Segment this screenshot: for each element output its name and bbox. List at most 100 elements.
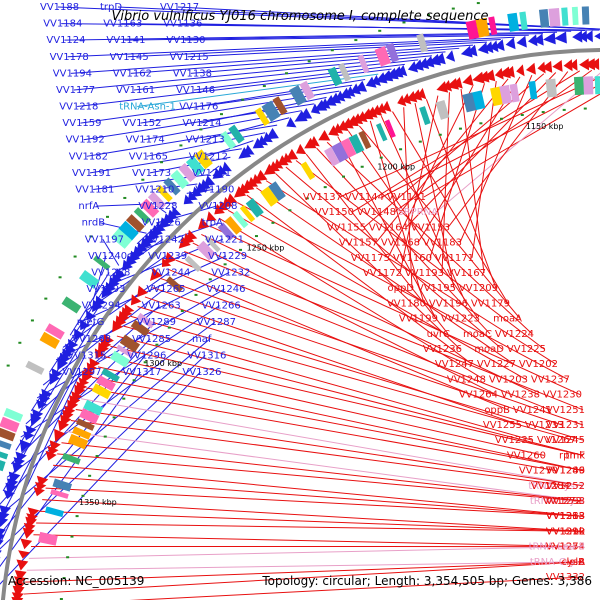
plus-gene-label: maf	[192, 334, 212, 345]
outer-feature-block	[519, 11, 528, 31]
inner-feature-block	[38, 531, 58, 546]
minus-label-connector	[358, 125, 521, 319]
minus-label-connector	[116, 335, 584, 456]
minus-gene-label: VV1254	[546, 542, 585, 553]
inner-feature-block	[384, 119, 396, 138]
tick-label: 1300 kbp	[144, 359, 182, 368]
plus-gene-label: VV1317	[122, 367, 161, 378]
tick-dot	[451, 7, 455, 10]
minus-gene-label: VV1273	[546, 542, 585, 553]
minus-gene-label: oppD	[387, 283, 414, 294]
tick-dot	[143, 361, 147, 364]
minus-gene-arrow	[82, 370, 93, 384]
minus-label-connector	[441, 92, 450, 274]
outer-feature-block	[374, 45, 392, 67]
inner-feature-track	[38, 76, 600, 546]
plus-gene-arrow	[445, 50, 456, 62]
outer-feature-block	[0, 460, 6, 472]
inner-feature-block	[224, 216, 243, 235]
minus-gene-label: tmk	[566, 450, 586, 461]
inner-feature-block	[136, 312, 155, 329]
plus-label-connector	[127, 39, 501, 58]
inner-feature-block	[204, 236, 221, 253]
minus-gene-label: VV1247	[435, 359, 474, 370]
minus-gene-arrow	[26, 513, 38, 522]
minus-label-connector	[326, 141, 533, 335]
tick-dot	[254, 235, 258, 238]
plus-gene-label: trpD	[100, 2, 122, 13]
plus-label-connector	[0, 338, 211, 516]
minus-label-connector	[339, 76, 600, 198]
tick-dot	[378, 29, 382, 32]
minus-gene-arrow	[304, 137, 317, 149]
plus-gene-arrow	[252, 137, 265, 149]
minus-gene-arrow	[22, 527, 35, 539]
plus-gene-arrow	[158, 217, 171, 229]
minus-gene-arrow	[12, 585, 25, 598]
minus-gene-arrow	[579, 58, 590, 71]
plus-gene-arrow	[516, 35, 527, 48]
tick-dot	[132, 379, 136, 382]
minus-gene-label: tRNA-Gly-2	[530, 557, 585, 568]
minus-gene-arrow	[58, 419, 70, 432]
minus-gene-label: cmk	[564, 526, 585, 537]
inner-feature-block	[509, 83, 520, 103]
tick-dot	[123, 196, 127, 199]
minus-gene-arrow	[130, 294, 142, 306]
minus-gene-label: VV1249	[546, 466, 585, 477]
plus-gene-arrow	[25, 425, 37, 436]
plus-gene-arrow	[572, 30, 583, 43]
plus-gene-arrow	[67, 338, 79, 350]
minus-gene-arrow	[563, 59, 573, 72]
accession-text: Accession: NC_005139	[8, 574, 144, 588]
plus-gene-arrow	[217, 165, 228, 175]
minus-gene-label: VV1148	[357, 207, 396, 218]
outer-feature-block	[0, 427, 16, 442]
plus-gene-label: VV1232	[211, 267, 250, 278]
inner-feature-block	[119, 334, 141, 353]
minus-label-connector	[209, 225, 581, 396]
plus-gene-label: VV1289	[137, 317, 176, 328]
outer-feature-block	[117, 220, 139, 242]
minus-gene-label: VV1332	[546, 572, 585, 583]
inner-feature-block	[490, 86, 503, 107]
minus-gene-arrow	[112, 320, 124, 333]
minus-gene-label: VV1237	[531, 374, 570, 385]
plus-gene-arrow	[310, 103, 321, 115]
plus-gene-arrow	[122, 259, 133, 271]
tick-dot	[95, 455, 99, 458]
inner-feature-block	[116, 344, 134, 359]
plus-gene-label: VV1326	[182, 367, 221, 378]
minus-label-connector	[256, 187, 515, 365]
plus-gene-arrow	[86, 310, 97, 321]
minus-gene-arrow	[11, 592, 24, 600]
outer-feature-block	[193, 149, 213, 170]
minus-gene-label: cysB	[562, 557, 586, 568]
outer-feature-block	[416, 33, 429, 53]
tick-dot	[62, 577, 66, 580]
inner-feature-block	[83, 399, 104, 416]
minus-gene-label: VV1150	[315, 207, 354, 218]
minus-gene-label: VV1251	[546, 405, 585, 416]
tick-dot	[479, 122, 483, 125]
plus-gene-label: VV1268	[72, 334, 111, 345]
inner-feature-block	[260, 186, 279, 207]
outer-feature-block	[140, 198, 160, 218]
minus-gene-arrow	[14, 570, 27, 582]
plus-gene-label: VV1218	[59, 102, 98, 113]
minus-gene-arrow	[541, 60, 553, 73]
outer-feature-block	[163, 177, 181, 196]
minus-label-connector	[144, 296, 521, 426]
minus-gene-label: VV1168	[381, 238, 420, 249]
inner-feature-block	[545, 78, 557, 98]
plus-gene-label: VV1293	[86, 284, 125, 295]
outer-feature-block	[581, 6, 590, 25]
inner-feature-block	[101, 367, 120, 383]
inner-feature-block	[72, 426, 92, 440]
plus-gene-arrow	[407, 61, 419, 73]
inner-feature-block	[419, 106, 431, 126]
minus-gene-arrow	[137, 285, 149, 298]
plus-gene-arrow	[294, 110, 308, 122]
minus-label-connector	[103, 355, 545, 456]
